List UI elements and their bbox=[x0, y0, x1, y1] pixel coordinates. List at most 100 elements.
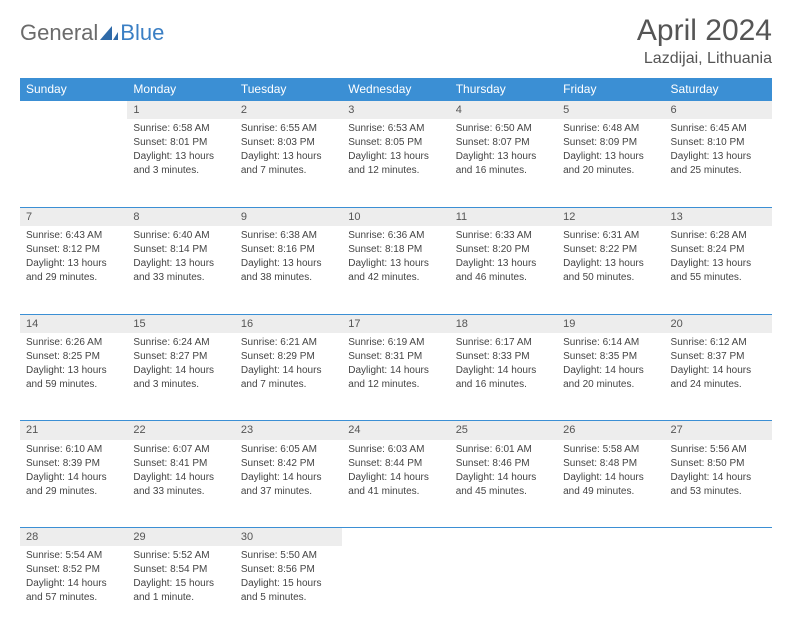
day-content-cell: Sunrise: 6:50 AMSunset: 8:07 PMDaylight:… bbox=[450, 119, 557, 207]
logo-text-general: General bbox=[20, 20, 98, 46]
daylight-text: and 5 minutes. bbox=[241, 591, 336, 604]
weekday-header: Sunday bbox=[20, 78, 127, 101]
daylight-text: and 41 minutes. bbox=[348, 485, 443, 498]
daylight-text: and 16 minutes. bbox=[456, 164, 551, 177]
day-content-cell: Sunrise: 6:38 AMSunset: 8:16 PMDaylight:… bbox=[235, 226, 342, 314]
day-content-cell bbox=[557, 546, 664, 634]
day-number-cell: 16 bbox=[235, 314, 342, 333]
day-number-cell: 14 bbox=[20, 314, 127, 333]
sunrise-text: Sunrise: 6:50 AM bbox=[456, 122, 551, 135]
daylight-text: and 20 minutes. bbox=[563, 378, 658, 391]
header: General Blue April 2024 Lazdijai, Lithua… bbox=[20, 14, 772, 68]
day-number-cell: 11 bbox=[450, 207, 557, 226]
daylight-text: Daylight: 14 hours bbox=[26, 577, 121, 590]
day-number-cell: 9 bbox=[235, 207, 342, 226]
day-content-cell: Sunrise: 6:36 AMSunset: 8:18 PMDaylight:… bbox=[342, 226, 449, 314]
day-content-cell: Sunrise: 6:26 AMSunset: 8:25 PMDaylight:… bbox=[20, 333, 127, 421]
sunset-text: Sunset: 8:52 PM bbox=[26, 563, 121, 576]
day-number-cell: 20 bbox=[665, 314, 772, 333]
sunset-text: Sunset: 8:56 PM bbox=[241, 563, 336, 576]
day-number-cell: 25 bbox=[450, 421, 557, 440]
daylight-text: Daylight: 13 hours bbox=[348, 257, 443, 270]
sunset-text: Sunset: 8:24 PM bbox=[671, 243, 766, 256]
sunset-text: Sunset: 8:14 PM bbox=[133, 243, 228, 256]
page-title: April 2024 bbox=[637, 14, 772, 48]
sunrise-text: Sunrise: 5:58 AM bbox=[563, 443, 658, 456]
sunrise-text: Sunrise: 6:48 AM bbox=[563, 122, 658, 135]
daylight-text: Daylight: 14 hours bbox=[456, 364, 551, 377]
sunrise-text: Sunrise: 5:52 AM bbox=[133, 549, 228, 562]
logo-sail-icon bbox=[100, 26, 118, 40]
daylight-text: and 12 minutes. bbox=[348, 378, 443, 391]
day-content-cell: Sunrise: 6:48 AMSunset: 8:09 PMDaylight:… bbox=[557, 119, 664, 207]
sunrise-text: Sunrise: 6:17 AM bbox=[456, 336, 551, 349]
daylight-text: and 59 minutes. bbox=[26, 378, 121, 391]
sunrise-text: Sunrise: 6:31 AM bbox=[563, 229, 658, 242]
day-number-cell: 10 bbox=[342, 207, 449, 226]
sunset-text: Sunset: 8:07 PM bbox=[456, 136, 551, 149]
day-number-cell bbox=[557, 528, 664, 547]
sunset-text: Sunset: 8:20 PM bbox=[456, 243, 551, 256]
daylight-text: and 45 minutes. bbox=[456, 485, 551, 498]
daylight-text: Daylight: 14 hours bbox=[671, 471, 766, 484]
daylight-text: Daylight: 14 hours bbox=[241, 364, 336, 377]
daylight-text: Daylight: 13 hours bbox=[563, 150, 658, 163]
day-number-cell: 8 bbox=[127, 207, 234, 226]
day-number-cell: 18 bbox=[450, 314, 557, 333]
day-content-row: Sunrise: 5:54 AMSunset: 8:52 PMDaylight:… bbox=[20, 546, 772, 634]
day-number-cell: 23 bbox=[235, 421, 342, 440]
sunrise-text: Sunrise: 6:12 AM bbox=[671, 336, 766, 349]
sunset-text: Sunset: 8:05 PM bbox=[348, 136, 443, 149]
daylight-text: and 12 minutes. bbox=[348, 164, 443, 177]
sunset-text: Sunset: 8:46 PM bbox=[456, 457, 551, 470]
day-content-cell: Sunrise: 5:50 AMSunset: 8:56 PMDaylight:… bbox=[235, 546, 342, 634]
daylight-text: Daylight: 14 hours bbox=[26, 471, 121, 484]
daylight-text: Daylight: 14 hours bbox=[133, 471, 228, 484]
location: Lazdijai, Lithuania bbox=[637, 50, 772, 68]
sunrise-text: Sunrise: 6:14 AM bbox=[563, 336, 658, 349]
sunset-text: Sunset: 8:29 PM bbox=[241, 350, 336, 363]
daylight-text: Daylight: 15 hours bbox=[133, 577, 228, 590]
sunrise-text: Sunrise: 6:01 AM bbox=[456, 443, 551, 456]
weekday-header: Wednesday bbox=[342, 78, 449, 101]
daylight-text: and 25 minutes. bbox=[671, 164, 766, 177]
daylight-text: and 1 minute. bbox=[133, 591, 228, 604]
sunrise-text: Sunrise: 6:21 AM bbox=[241, 336, 336, 349]
day-number-cell: 17 bbox=[342, 314, 449, 333]
day-content-cell: Sunrise: 6:21 AMSunset: 8:29 PMDaylight:… bbox=[235, 333, 342, 421]
sunset-text: Sunset: 8:39 PM bbox=[26, 457, 121, 470]
daylight-text: and 38 minutes. bbox=[241, 271, 336, 284]
day-number-cell: 26 bbox=[557, 421, 664, 440]
day-content-cell: Sunrise: 5:58 AMSunset: 8:48 PMDaylight:… bbox=[557, 440, 664, 528]
day-number-cell: 28 bbox=[20, 528, 127, 547]
day-content-row: Sunrise: 6:43 AMSunset: 8:12 PMDaylight:… bbox=[20, 226, 772, 314]
day-content-cell: Sunrise: 6:31 AMSunset: 8:22 PMDaylight:… bbox=[557, 226, 664, 314]
day-content-cell bbox=[665, 546, 772, 634]
day-content-row: Sunrise: 6:26 AMSunset: 8:25 PM Daylight:… bbox=[20, 333, 772, 421]
daylight-text: Daylight: 14 hours bbox=[348, 471, 443, 484]
sunset-text: Sunset: 8:25 PM bbox=[26, 350, 121, 363]
sunset-text: Sunset: 8:12 PM bbox=[26, 243, 121, 256]
sunset-text: Sunset: 8:03 PM bbox=[241, 136, 336, 149]
day-number-cell: 21 bbox=[20, 421, 127, 440]
sunset-text: Sunset: 8:27 PM bbox=[133, 350, 228, 363]
sunset-text: Sunset: 8:35 PM bbox=[563, 350, 658, 363]
day-content-row: Sunrise: 6:10 AMSunset: 8:39 PMDaylight:… bbox=[20, 440, 772, 528]
day-content-cell: Sunrise: 6:55 AMSunset: 8:03 PMDaylight:… bbox=[235, 119, 342, 207]
day-content-cell: Sunrise: 6:28 AMSunset: 8:24 PMDaylight:… bbox=[665, 226, 772, 314]
sunrise-text: Sunrise: 6:36 AM bbox=[348, 229, 443, 242]
day-number-cell bbox=[20, 101, 127, 120]
daylight-text: and 20 minutes. bbox=[563, 164, 658, 177]
day-content-row: Sunrise: 6:58 AMSunset: 8:01 PMDaylight:… bbox=[20, 119, 772, 207]
daylight-text: and 24 minutes. bbox=[671, 378, 766, 391]
sunrise-text: Sunrise: 5:56 AM bbox=[671, 443, 766, 456]
sunset-text: Sunset: 8:37 PM bbox=[671, 350, 766, 363]
sunrise-text: Sunrise: 6:53 AM bbox=[348, 122, 443, 135]
weekday-header: Tuesday bbox=[235, 78, 342, 101]
day-content-cell: Sunrise: 6:03 AMSunset: 8:44 PMDaylight:… bbox=[342, 440, 449, 528]
day-number-row: 123456 bbox=[20, 101, 772, 120]
sunrise-text: Sunrise: 6:26 AM bbox=[26, 336, 121, 349]
sunset-text: Sunset: 8:42 PM bbox=[241, 457, 336, 470]
sunrise-text: Sunrise: 6:58 AM bbox=[133, 122, 228, 135]
day-number-cell bbox=[342, 528, 449, 547]
